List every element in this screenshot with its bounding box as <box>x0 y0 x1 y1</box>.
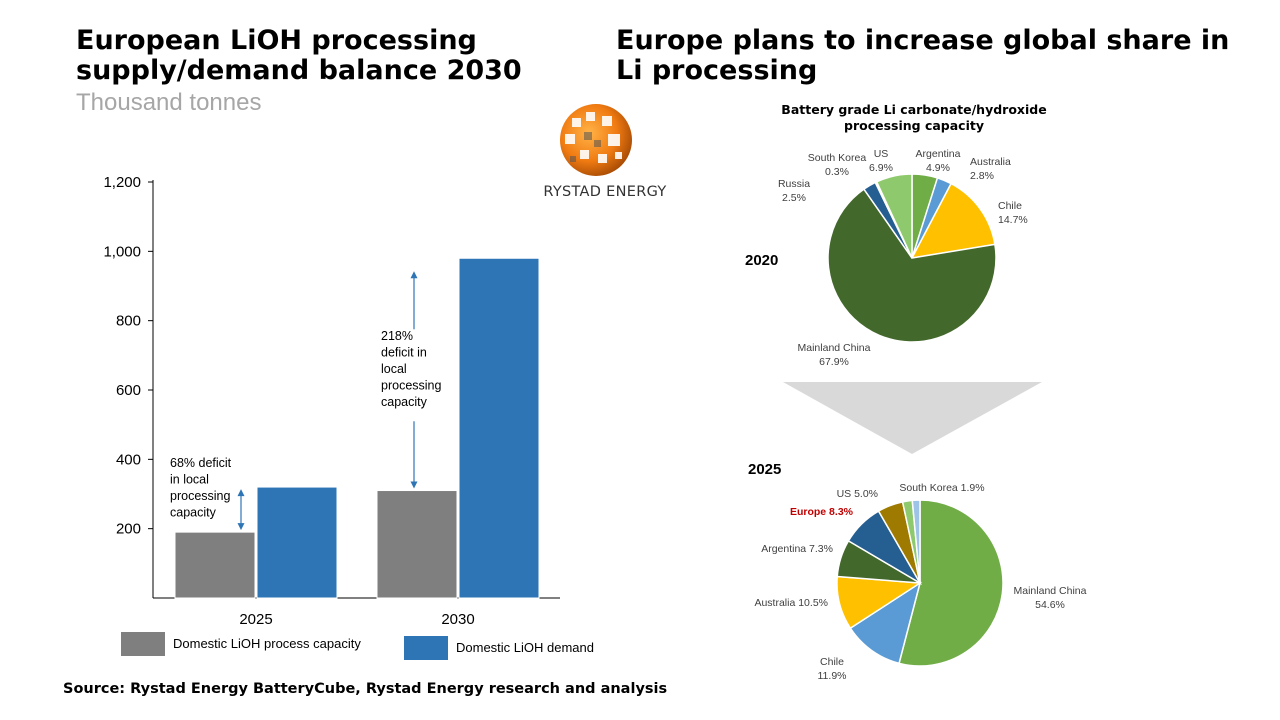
pie-label-2020-chile: Chile 14.7% <box>998 200 1028 226</box>
y-tick-label: 800 <box>116 313 141 330</box>
rystad-logo: RYSTAD ENERGY <box>520 104 680 204</box>
pie-label-2025-us: US 5.0% <box>837 488 878 500</box>
left-subtitle: Thousand tonnes <box>76 89 262 116</box>
bar-capacity-2030 <box>376 490 458 599</box>
bar-demand-2025 <box>256 486 338 599</box>
pie-label-2025-australia: Australia 10.5% <box>754 597 828 609</box>
lioh-bar-chart: 200 400 600 800 1,000 1,200 2025 2030 68% defici… <box>103 174 594 660</box>
bar-capacity-2025 <box>174 531 256 599</box>
pie-label-2020-mainland-china: Mainland China 67.9% <box>798 342 871 368</box>
pie-slice-2025-chile <box>849 581 922 665</box>
processing-capacity-pies: Argentina 4.9% Australia 2.8% Chile 14.7% Main… <box>745 148 1087 682</box>
pie-2025: Mainland China 54.6% Chile 11.9% Australia 1… <box>754 482 1086 682</box>
pie-heading: Battery grade Li carbonate/hydroxide pro… <box>755 102 1073 134</box>
pie-year-title-2020: 2020 <box>745 252 778 269</box>
transition-arrow <box>783 382 1042 454</box>
deficit-arrow-2025 <box>237 489 245 531</box>
pie-slice-2020-chile <box>910 182 996 259</box>
pie-year-title-2025: 2025 <box>748 461 781 478</box>
legend-swatch-capacity <box>121 632 165 656</box>
rystad-globe-logo-icon <box>560 104 632 176</box>
pie-2020: Argentina 4.9% Australia 2.8% Chile 14.7% Main… <box>778 148 1028 368</box>
pie-slice-2025-other <box>911 499 921 584</box>
right-title-line2: Li processing <box>616 55 818 86</box>
y-tick-label: 1,000 <box>103 243 141 260</box>
pie-slice-2020-us <box>875 173 913 259</box>
pie-label-2020-australia: Australia 2.8% <box>970 156 1011 182</box>
pie-heading-line2: processing capacity <box>844 118 984 133</box>
right-title-line1: Europe plans to increase global share in <box>616 25 1230 56</box>
pie-label-2020-russia: Russia 2.5% <box>778 178 810 204</box>
pie-label-2025-chile: Chile 11.9% <box>818 656 847 682</box>
legend-label-capacity: Domestic LiOH process capacity <box>173 636 361 651</box>
left-title-line2: supply/demand balance 2030 <box>76 55 522 86</box>
y-tick-label: 400 <box>116 451 141 468</box>
annotation-2025: 68% deficit in local processing capacity <box>170 456 232 520</box>
pie-label-2020-argentina: Argentina 4.9% <box>916 148 961 174</box>
pie-label-2025-mainland-china: Mainland China 54.6% <box>1014 585 1087 611</box>
pie-label-2025-argentina: Argentina 7.3% <box>761 543 833 555</box>
y-tick-label: 200 <box>116 521 141 538</box>
deficit-arrow-2030 <box>410 271 418 489</box>
source-note: Source: Rystad Energy BatteryCube, Rysta… <box>63 681 668 697</box>
annotation-2030: 218% deficit in local processing capacity <box>381 329 441 409</box>
y-tick-label: 600 <box>116 382 141 399</box>
pie-label-2025-europe: Europe 8.3% <box>790 506 854 518</box>
pie-label-2025-south-korea: South Korea 1.9% <box>899 482 984 494</box>
left-title: European LiOH processing supply/demand b… <box>76 26 596 86</box>
x-tick-label: 2025 <box>239 611 272 628</box>
legend-label-demand: Domestic LiOH demand <box>456 640 594 655</box>
pie-slice-2020-mainland-china <box>827 188 997 343</box>
legend-swatch-demand <box>404 636 448 660</box>
right-title: Europe plans to increase global share in… <box>616 26 1256 86</box>
x-tick-label: 2030 <box>441 611 474 628</box>
pie-slice-2025-mainland-china <box>898 499 1004 667</box>
pie-label-2020-us: US 6.9% <box>869 148 893 174</box>
rystad-logo-text: RYSTAD ENERGY <box>543 184 667 200</box>
left-title-line1: European LiOH processing <box>76 25 477 56</box>
pie-label-2020-south-korea: South Korea 0.3% <box>808 152 867 178</box>
y-tick-label: 1,200 <box>103 174 141 191</box>
pie-heading-line1: Battery grade Li carbonate/hydroxide <box>781 102 1047 117</box>
bar-demand-2030 <box>458 257 540 599</box>
